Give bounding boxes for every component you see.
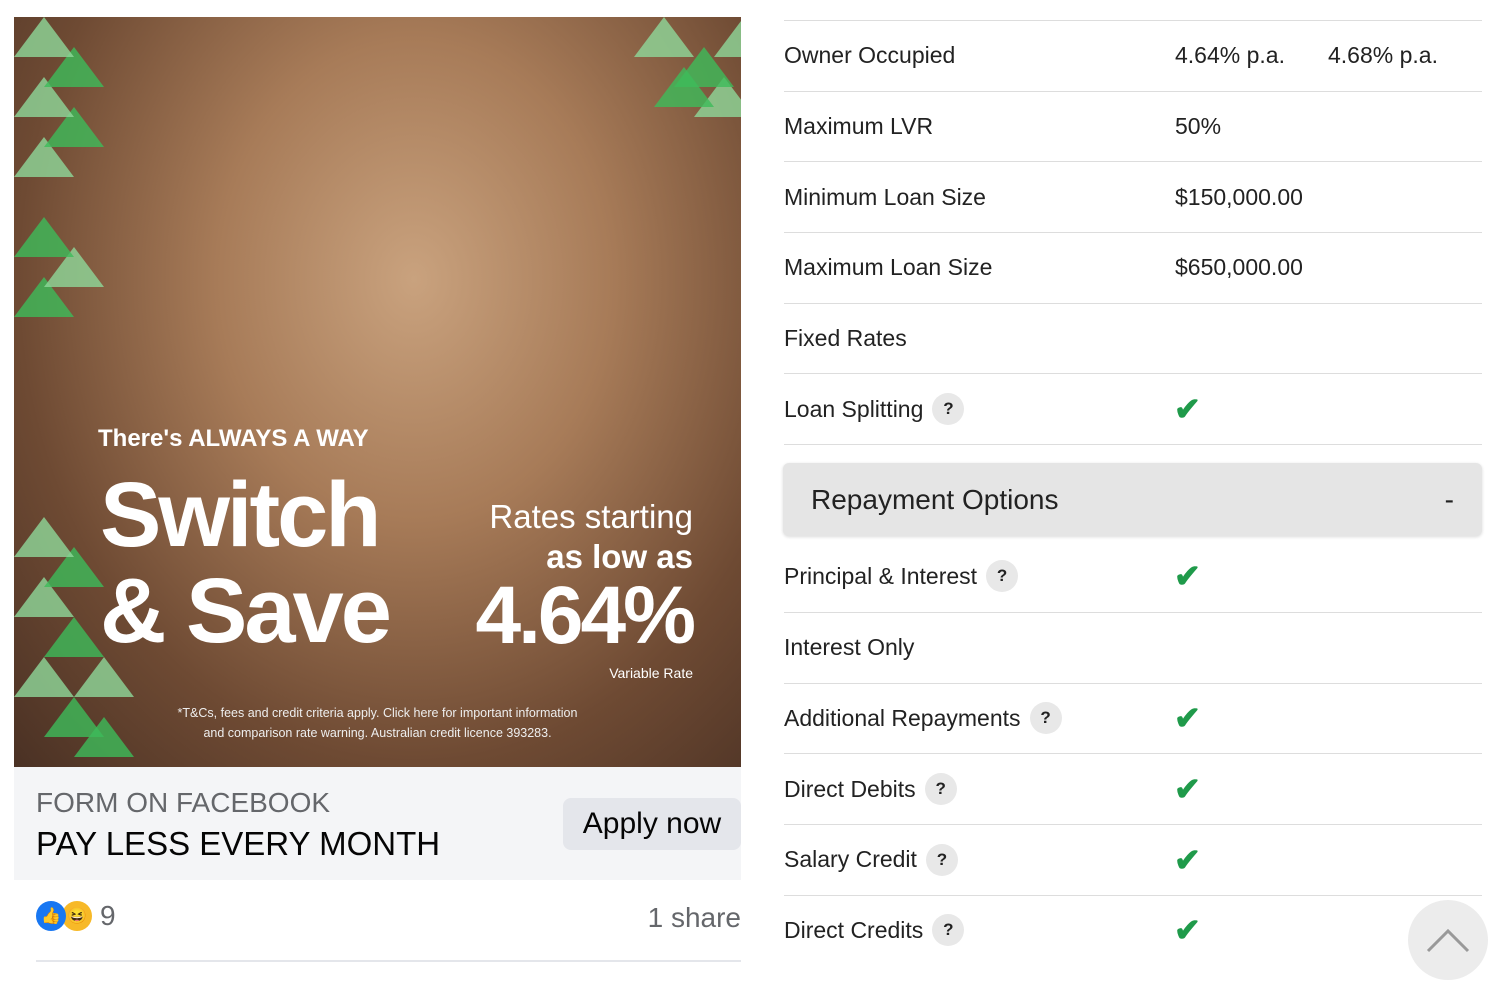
- ad-tagline: There's ALWAYS A WAY: [98, 425, 369, 452]
- ad-headline-line-1: Switch: [100, 464, 381, 566]
- divider: [784, 444, 1482, 446]
- table-row: Minimum Loan Size $150,000.00: [784, 161, 1482, 232]
- collapse-toggle[interactable]: -: [1444, 483, 1454, 515]
- row-label: Additional Repayments: [784, 704, 1021, 731]
- apply-now-button[interactable]: Apply now: [563, 798, 741, 850]
- help-icon[interactable]: ?: [1029, 702, 1062, 735]
- haha-icon: 😆: [62, 901, 92, 931]
- decorative-triangle: [14, 517, 74, 557]
- help-icon[interactable]: ?: [925, 843, 958, 876]
- row-label: Owner Occupied: [784, 42, 956, 69]
- row-value: $150,000.00: [1175, 183, 1303, 210]
- table-row: Owner Occupied 4.64% p.a. 4.68% p.a.: [784, 20, 1482, 91]
- decorative-triangle: [14, 217, 74, 257]
- table-row: Maximum LVR 50%: [784, 90, 1482, 162]
- ad-rates-line-1: Rates starting: [489, 498, 693, 535]
- row-label: Fixed Rates: [784, 325, 907, 352]
- row-value: 4.64% p.a.: [1175, 42, 1285, 69]
- ad-image[interactable]: There's ALWAYS A WAY Switch & Save Rates …: [14, 17, 741, 767]
- table-row: Maximum Loan Size $650,000.00: [784, 232, 1482, 303]
- help-icon[interactable]: ?: [924, 773, 957, 806]
- ad-rate: 4.64%: [475, 570, 696, 661]
- help-icon[interactable]: ?: [932, 914, 965, 947]
- check-icon: ✔: [1174, 391, 1201, 428]
- row-value: 50%: [1175, 113, 1222, 140]
- ad-headline-line-2: & Save: [100, 560, 392, 662]
- row-label: Maximum Loan Size: [784, 254, 993, 281]
- repayment-options-header[interactable]: Repayment Options -: [783, 463, 1482, 537]
- help-icon[interactable]: ?: [986, 560, 1019, 593]
- table-row: Interest Only: [784, 611, 1482, 683]
- row-label: Interest Only: [784, 634, 915, 661]
- like-icon: 👍: [36, 901, 66, 931]
- row-label: Loan Splitting: [784, 395, 924, 422]
- row-label: Direct Debits: [784, 775, 916, 802]
- table-row: Loan Splitting? ✔: [784, 373, 1482, 444]
- row-value-2: 4.68% p.a.: [1328, 42, 1438, 69]
- ad-headline: Switch & Save: [100, 467, 445, 659]
- help-icon[interactable]: ?: [932, 393, 965, 426]
- check-icon: ✔: [1174, 841, 1201, 878]
- decorative-triangle: [44, 697, 104, 737]
- scroll-to-top-button[interactable]: [1408, 900, 1488, 980]
- reactions[interactable]: 👍 😆 9: [36, 900, 116, 932]
- check-icon: ✔: [1174, 771, 1201, 808]
- decorative-triangle: [74, 657, 134, 697]
- row-label: Principal & Interest: [784, 562, 978, 589]
- table-row: Salary Credit? ✔: [784, 823, 1482, 895]
- loan-features-table: Owner Occupied 4.64% p.a. 4.68% p.a. Maximu…: [783, 20, 1482, 966]
- cta-bar[interactable]: FORM ON FACEBOOK PAY LESS EVERY MONTH Ap…: [14, 767, 741, 880]
- table-row: Fixed Rates: [784, 302, 1482, 374]
- chevron-up-icon: [1426, 928, 1470, 953]
- ad-rates-line-2: as low as: [546, 538, 693, 575]
- table-row: Direct Debits? ✔: [784, 753, 1482, 824]
- row-label: Salary Credit: [784, 846, 917, 873]
- cta-source: FORM ON FACEBOOK: [36, 787, 331, 818]
- ad-terms[interactable]: *T&Cs, fees and credit criteria apply. C…: [177, 706, 578, 740]
- decorative-triangle: [14, 657, 74, 697]
- table-row: Principal & Interest? ✔: [784, 541, 1482, 612]
- decorative-triangle: [634, 17, 694, 57]
- reaction-count: 9: [100, 900, 116, 931]
- row-value: $650,000.00: [1175, 254, 1303, 281]
- row-label: Direct Credits: [784, 916, 924, 943]
- decorative-triangle: [44, 617, 104, 657]
- check-icon: ✔: [1174, 700, 1201, 737]
- cta-headline: PAY LESS EVERY MONTH: [36, 825, 441, 862]
- section-title: Repayment Options: [811, 483, 1059, 515]
- decorative-triangle: [14, 17, 74, 57]
- row-label: Minimum Loan Size: [784, 183, 986, 210]
- divider: [36, 960, 741, 962]
- share-count[interactable]: 1 share: [647, 902, 741, 933]
- table-row: Direct Credits? ✔: [784, 894, 1482, 966]
- ad-rate-type: Variable Rate: [609, 665, 693, 681]
- check-icon: ✔: [1174, 912, 1201, 949]
- check-icon: ✔: [1174, 558, 1201, 595]
- table-row: Additional Repayments? ✔: [784, 682, 1482, 754]
- ad-rates-text: Rates starting as low as: [489, 497, 693, 577]
- row-label: Maximum LVR: [784, 113, 934, 140]
